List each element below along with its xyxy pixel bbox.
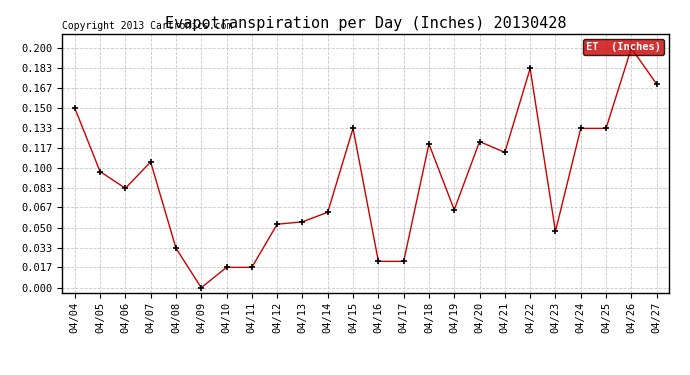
Title: Evapotranspiration per Day (Inches) 20130428: Evapotranspiration per Day (Inches) 2013… [165,16,566,31]
Text: Copyright 2013 Cartronics.com: Copyright 2013 Cartronics.com [62,21,233,31]
Legend: ET  (Inches): ET (Inches) [583,39,664,55]
